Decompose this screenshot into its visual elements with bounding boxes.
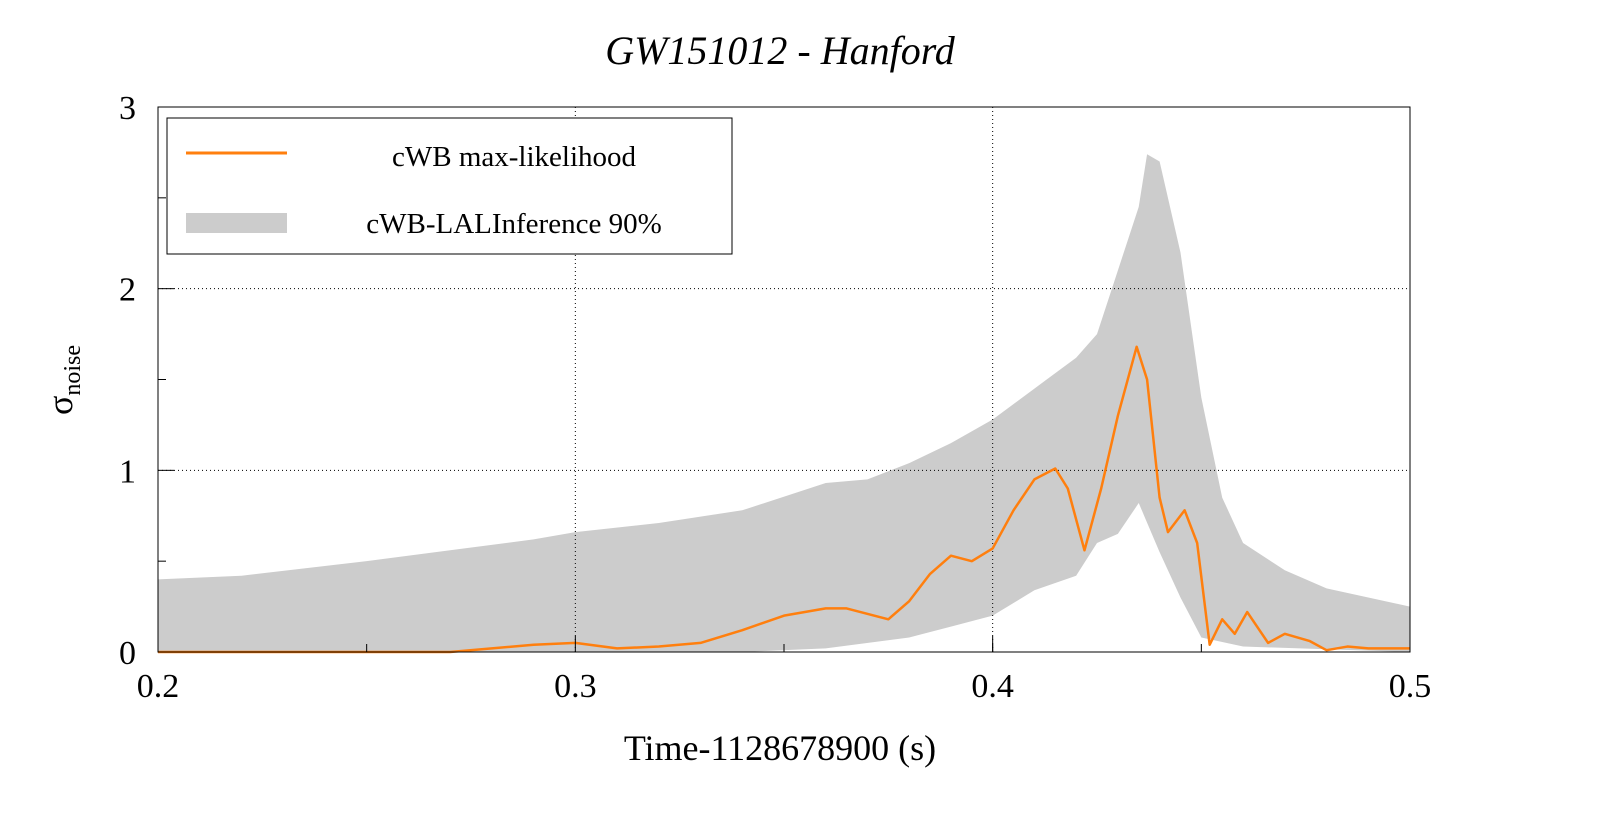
- x-tick-label: 0.4: [971, 668, 1014, 705]
- x-axis-label: Time-1128678900 (s): [624, 728, 936, 768]
- x-tick-label: 0.5: [1389, 668, 1432, 705]
- y-tick-label: 1: [119, 453, 136, 490]
- series-line-max-likelihood: [158, 345, 1410, 654]
- legend-band-swatch: [186, 213, 287, 233]
- svg-text:σnoise: σnoise: [40, 345, 86, 415]
- y-axis-label-sigma: σ: [40, 396, 80, 415]
- x-tick-label: 0.3: [554, 668, 597, 705]
- legend: cWB max-likelihood cWB-LALInference 90%: [166, 117, 733, 255]
- legend-label-90-band: cWB-LALInference 90%: [366, 208, 661, 240]
- confidence-band: [158, 154, 1410, 652]
- chart-title: GW151012 - Hanford: [605, 28, 956, 73]
- legend-label-max-likelihood: cWB max-likelihood: [392, 141, 637, 173]
- y-tick-label: 2: [119, 272, 136, 309]
- y-tick-label: 0: [119, 635, 136, 672]
- y-axis-label-subscript: noise: [60, 345, 86, 396]
- y-tick-label: 3: [119, 90, 136, 127]
- x-tick-label: 0.2: [137, 668, 180, 705]
- y-axis-label: σnoise: [40, 345, 86, 415]
